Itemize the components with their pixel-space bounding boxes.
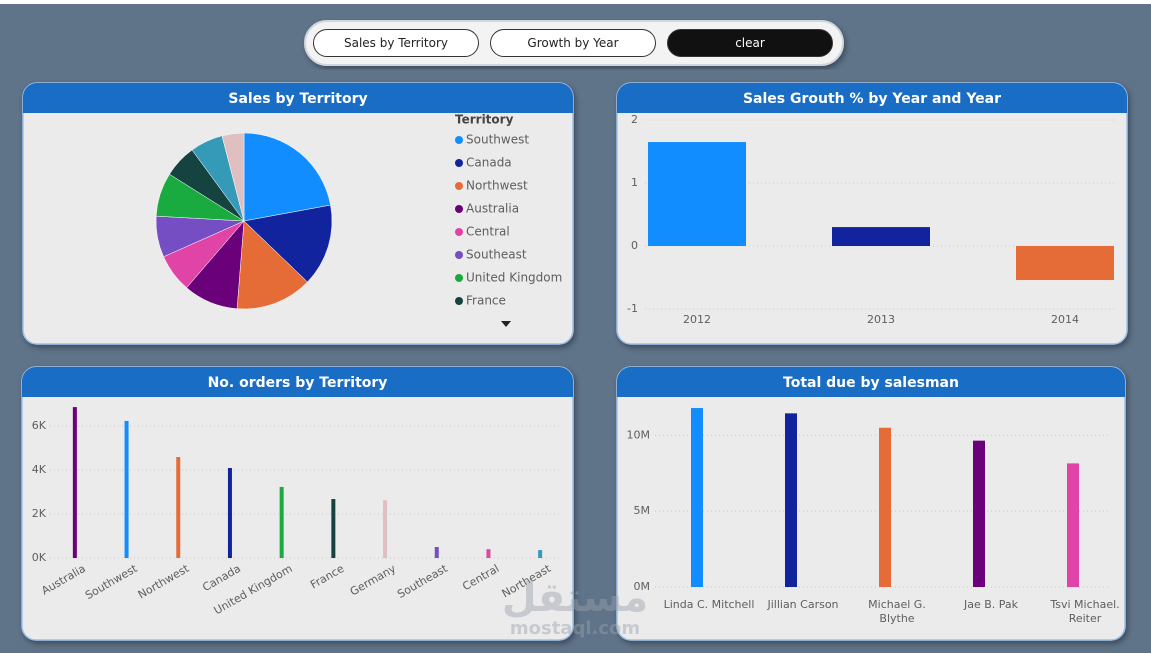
y-tick-label: 2K [32,507,47,520]
legend-title: Territory [455,113,514,127]
bar [434,547,439,558]
bar [973,440,985,587]
legend-marker [455,297,463,305]
legend-marker [455,251,463,259]
y-tick-label: -1 [627,302,638,315]
bar [486,549,491,558]
bar [124,420,129,558]
bar [832,227,930,246]
chart-title: Sales Grouth % by Year and Year [743,91,1001,107]
panel [21,366,574,641]
pie-slice [243,132,331,222]
panel-header [617,97,1127,113]
chart-title: No. orders by Territory [208,375,388,391]
y-tick-label: 0K [32,551,47,564]
panel-header [23,97,573,113]
legend-scroll-arrow [501,321,511,327]
legend-label: Canada [466,156,512,170]
legend-label: Central [466,225,510,239]
legend-label: Southwest [466,133,529,147]
legend-label: Southeast [466,248,527,262]
y-tick-label: 6K [32,419,47,432]
legend-marker [455,159,463,167]
legend-marker [455,228,463,236]
legend-marker [455,136,463,144]
legend-marker [455,182,463,190]
bar [1067,463,1079,587]
legend-label: Northwest [466,179,528,193]
legend-label: France [466,294,506,308]
bar [648,142,746,246]
bar [227,468,232,558]
y-tick-label: 0M [634,580,651,593]
filter-button[interactable]: clear [667,29,833,57]
y-tick-label: 5M [634,504,651,517]
y-tick-label: 0 [631,239,638,252]
panel-header [22,381,573,397]
x-tick-label: Jae B. Pak [963,598,1019,611]
y-tick-label: 2 [631,113,638,126]
chart-title: Sales by Territory [228,91,367,107]
y-tick-label: 4K [32,463,47,476]
filter-button[interactable]: Growth by Year [490,29,656,57]
pie-slice [221,132,245,222]
bar [879,427,891,587]
bar [72,407,77,558]
bar [691,408,703,587]
bar [785,413,797,587]
chart-title: Total due by salesman [783,375,959,391]
x-tick-label: 2012 [683,313,711,326]
pie-slice [236,220,308,310]
y-tick-label: 10M [627,428,651,441]
bar [331,499,336,558]
legend-label: Australia [466,202,519,216]
x-tick-label: 2013 [867,313,895,326]
y-tick-label: 1 [631,176,638,189]
x-tick-label: Michael G. Blythe [868,598,926,625]
top-strip [0,0,1151,4]
bar [1016,246,1114,281]
x-tick-label: 2014 [1051,313,1079,326]
legend-label: United Kingdom [466,271,562,285]
watermark-logo: مستقل [502,575,648,621]
x-tick-label: Tsvi Michael. Reiter [1050,598,1120,625]
x-tick-label: Linda C. Mitchell [663,598,755,611]
bar [176,457,181,558]
bar [538,550,543,558]
pie-slice [243,204,333,283]
legend-marker [455,205,463,213]
bar [279,486,284,558]
watermark-site: mostaql.com [510,618,640,639]
x-tick-label: Jillian Carson [767,598,839,611]
legend-marker [455,274,463,282]
filter-button[interactable]: Sales by Territory [313,29,479,57]
panel-header [617,381,1125,397]
bar [383,500,388,558]
